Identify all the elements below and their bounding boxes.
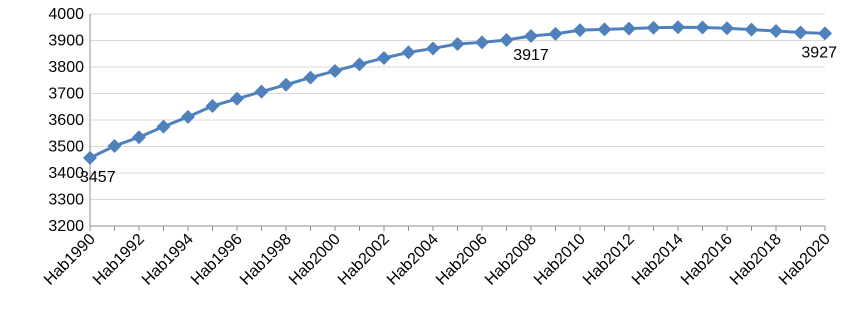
data-point-marker: [548, 26, 563, 41]
x-tick-label: Hab2008: [482, 231, 540, 289]
data-point-marker: [622, 21, 636, 36]
data-point-marker: [328, 63, 342, 78]
data-point-marker: [573, 23, 587, 38]
data-point-marker: [597, 22, 612, 37]
data-point-marker: [279, 77, 293, 92]
data-point-marker: [524, 28, 538, 43]
data-point-marker: [181, 109, 195, 124]
data-label: 3927: [801, 44, 837, 61]
x-tick-label: Hab2000: [286, 231, 344, 289]
data-point-marker: [793, 25, 808, 40]
data-point-marker: [720, 21, 734, 36]
x-tick-label: Hab2006: [433, 231, 491, 289]
x-tick-label: Hab2018: [727, 231, 785, 289]
x-tick-label: Hab1998: [237, 231, 295, 289]
data-labels: 3457 3917 3927: [80, 44, 837, 186]
data-point-marker: [401, 45, 416, 60]
data-point-marker: [671, 20, 685, 35]
data-point-marker: [769, 23, 783, 38]
series-group: [83, 20, 832, 165]
y-tick-label: 3600: [48, 112, 84, 129]
y-tick-label: 4000: [48, 6, 84, 23]
data-point-marker: [132, 130, 146, 145]
data-point-marker: [83, 150, 97, 165]
x-tick-label: Hab1994: [139, 231, 197, 289]
data-point-marker: [254, 84, 269, 99]
data-point-marker: [352, 57, 367, 72]
y-tick-label: 3400: [48, 165, 84, 182]
y-tick-label: 3800: [48, 59, 84, 76]
data-point-marker: [377, 50, 391, 65]
data-point-marker: [426, 41, 440, 56]
gridlines: [90, 13, 825, 227]
x-tick-label: Hab1990: [41, 231, 99, 289]
data-point-marker: [499, 32, 514, 47]
data-point-marker: [646, 20, 661, 35]
y-tick-label: 3500: [48, 139, 84, 156]
x-tick-label: Hab2010: [531, 231, 589, 289]
x-tick-label: Hab2014: [629, 231, 687, 289]
data-point-marker: [475, 35, 489, 50]
y-axis-tick-labels: 3200 3300 3400 3500 3600 3700 3800 3900 4000: [48, 6, 84, 235]
data-point-marker: [450, 36, 465, 51]
x-tick-label: Hab2020: [776, 231, 834, 289]
x-tick-label: Hab2012: [580, 231, 638, 289]
y-tick-label: 3700: [48, 86, 84, 103]
data-point-marker: [695, 20, 710, 35]
x-tick-label: Hab1996: [188, 231, 246, 289]
y-tick-label: 3300: [48, 192, 84, 209]
x-tick-label: Hab2002: [335, 231, 393, 289]
data-label: 3457: [80, 169, 116, 186]
y-tick-label: 3200: [48, 218, 84, 235]
data-point-marker: [205, 98, 220, 113]
y-tick-label: 3900: [48, 33, 84, 50]
data-point-marker: [156, 119, 171, 134]
data-point-marker: [744, 22, 759, 37]
x-tick-label: Hab1992: [90, 231, 148, 289]
x-tick-label: Hab2016: [678, 231, 736, 289]
data-point-marker: [107, 138, 122, 153]
data-point-marker: [818, 26, 832, 41]
data-point-marker: [230, 91, 244, 106]
x-tick-label: Hab2004: [384, 231, 442, 289]
x-axis-tick-labels: Hab1990Hab1992Hab1994Hab1996Hab1998Hab20…: [41, 231, 834, 289]
axes: [89, 14, 826, 231]
data-point-marker: [303, 70, 318, 85]
data-label: 3917: [513, 47, 549, 64]
